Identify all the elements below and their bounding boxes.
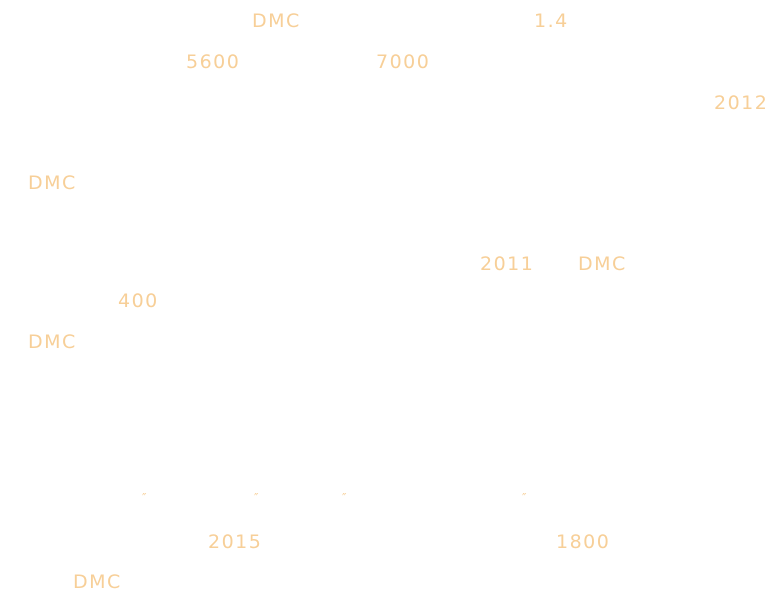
text-fragment: 2015 [208, 531, 263, 553]
text-fragment: DMC [578, 253, 627, 275]
text-fragment: 1.4 [534, 10, 569, 32]
text-fragment: 2012 [714, 92, 769, 114]
text-fragment: DMC [28, 172, 77, 194]
text-fragment: DMC [73, 571, 122, 593]
quote-mark: ″ [142, 491, 147, 505]
text-fragment: 7000 [376, 51, 431, 73]
text-fragment: DMC [28, 331, 77, 353]
text-fragment: 5600 [186, 51, 241, 73]
quote-mark: ″ [254, 491, 259, 505]
text-fragment: 1800 [556, 531, 611, 553]
text-fragment: 2011 [480, 253, 535, 275]
quote-mark: ″ [342, 491, 347, 505]
text-fragment: DMC [252, 10, 301, 32]
text-fragment: 400 [118, 290, 159, 312]
quote-mark: ″ [522, 491, 527, 505]
